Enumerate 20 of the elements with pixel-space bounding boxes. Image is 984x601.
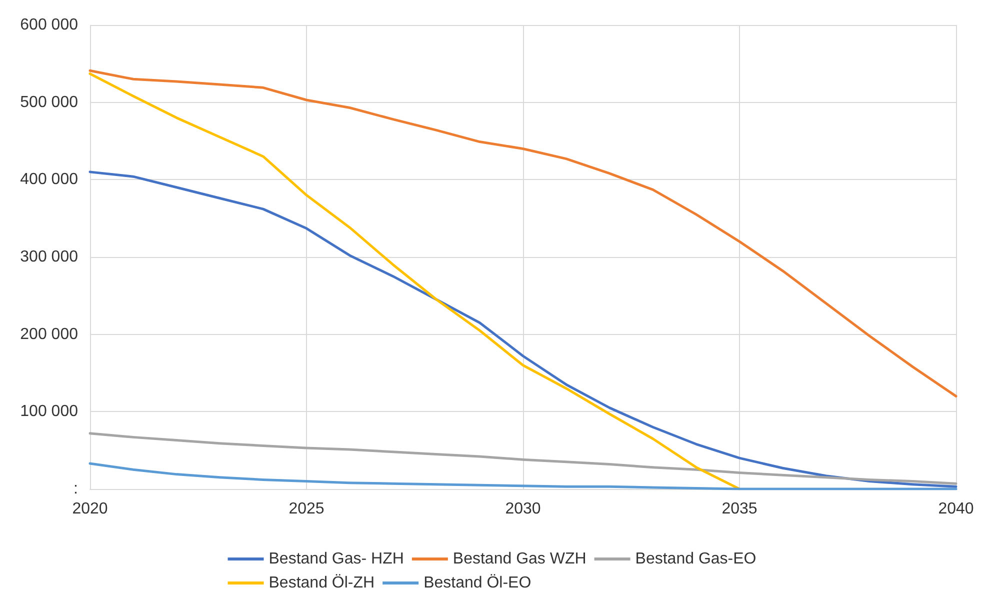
y-tick-label: 400 000	[20, 171, 78, 188]
y-tick-label: 300 000	[20, 248, 78, 266]
legend-label: Bestand Gas WZH	[452, 550, 586, 568]
x-tick-label: 2035	[722, 500, 758, 518]
x-tick-label: 2040	[938, 500, 974, 518]
y-tick-label: :	[74, 480, 78, 498]
y-tick-label: 200 000	[20, 326, 78, 343]
legend-label: Bestand Öl-ZH	[268, 574, 375, 592]
legend-label: Bestand Gas- HZH	[268, 550, 404, 568]
y-tick-label: 500 000	[20, 94, 78, 111]
line-series	[88, 69, 958, 398]
line-series	[88, 432, 958, 485]
y-tick-label: 100 000	[20, 403, 78, 420]
line-series	[88, 72, 741, 490]
x-tick-label: 2025	[288, 500, 324, 518]
legend-label: Bestand Öl-EO	[424, 574, 532, 592]
x-tick-label: 2020	[72, 500, 108, 518]
x-tick-label: 2030	[505, 500, 541, 518]
legend-label: Bestand Gas-EO	[635, 550, 756, 568]
y-tick-label: 600 000	[20, 16, 78, 34]
